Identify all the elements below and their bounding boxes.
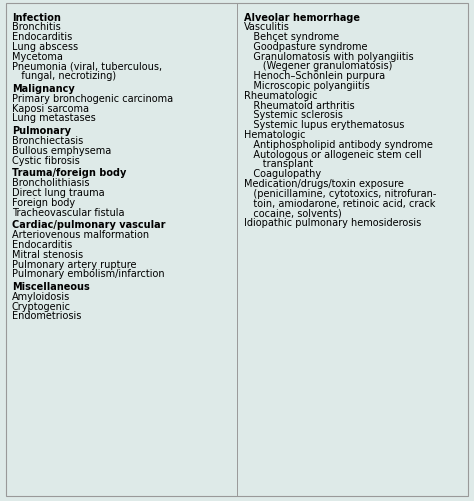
Text: transplant: transplant — [244, 159, 313, 169]
Text: Pneumonia (viral, tuberculous,: Pneumonia (viral, tuberculous, — [12, 61, 162, 71]
Text: Infection: Infection — [12, 13, 61, 23]
Text: Endometriosis: Endometriosis — [12, 311, 81, 321]
Text: Henoch–Schönlein purpura: Henoch–Schönlein purpura — [244, 71, 385, 81]
Text: Alveolar hemorrhage: Alveolar hemorrhage — [244, 13, 360, 23]
Text: Endocarditis: Endocarditis — [12, 32, 72, 42]
Text: (penicillamine, cytotoxics, nitrofuran-: (penicillamine, cytotoxics, nitrofuran- — [244, 188, 437, 198]
Text: Cryptogenic: Cryptogenic — [12, 301, 71, 311]
Text: Broncholithiasis: Broncholithiasis — [12, 178, 90, 188]
Text: Arteriovenous malformation: Arteriovenous malformation — [12, 229, 149, 239]
Text: Idiopathic pulmonary hemosiderosis: Idiopathic pulmonary hemosiderosis — [244, 217, 421, 227]
Text: Hematologic: Hematologic — [244, 130, 306, 140]
Text: Foreign body: Foreign body — [12, 197, 75, 207]
Text: Autologous or allogeneic stem cell: Autologous or allogeneic stem cell — [244, 149, 422, 159]
Text: Cystic fibrosis: Cystic fibrosis — [12, 155, 80, 165]
Text: Primary bronchogenic carcinoma: Primary bronchogenic carcinoma — [12, 94, 173, 104]
Text: Medication/drugs/toxin exposure: Medication/drugs/toxin exposure — [244, 178, 404, 188]
Text: Tracheovascular fistula: Tracheovascular fistula — [12, 207, 124, 217]
Text: Lung abscess: Lung abscess — [12, 42, 78, 52]
Text: Pulmonary: Pulmonary — [12, 126, 71, 136]
Text: Direct lung trauma: Direct lung trauma — [12, 187, 104, 197]
Text: Trauma/foreign body: Trauma/foreign body — [12, 168, 126, 178]
Text: Granulomatosis with polyangiitis: Granulomatosis with polyangiitis — [244, 52, 414, 62]
Text: Miscellaneous: Miscellaneous — [12, 282, 90, 292]
Text: Behçet syndrome: Behçet syndrome — [244, 32, 339, 42]
Text: Pulmonary embolism/infarction: Pulmonary embolism/infarction — [12, 269, 164, 279]
Text: fungal, necrotizing): fungal, necrotizing) — [12, 71, 116, 81]
Text: Endocarditis: Endocarditis — [12, 239, 72, 249]
Text: Mycetoma: Mycetoma — [12, 52, 63, 62]
Text: Rheumatologic: Rheumatologic — [244, 91, 318, 101]
Text: Bullous emphysema: Bullous emphysema — [12, 145, 111, 155]
Text: Cardiac/pulmonary vascular: Cardiac/pulmonary vascular — [12, 220, 165, 230]
Text: Amyloidosis: Amyloidosis — [12, 291, 70, 301]
Text: Pulmonary artery rupture: Pulmonary artery rupture — [12, 259, 137, 269]
Text: Systemic lupus erythematosus: Systemic lupus erythematosus — [244, 120, 404, 130]
Text: Malignancy: Malignancy — [12, 84, 74, 94]
Text: Mitral stenosis: Mitral stenosis — [12, 249, 83, 259]
FancyBboxPatch shape — [6, 4, 468, 496]
Text: Microscopic polyangiitis: Microscopic polyangiitis — [244, 81, 370, 91]
Text: Goodpasture syndrome: Goodpasture syndrome — [244, 42, 368, 52]
Text: toin, amiodarone, retinoic acid, crack: toin, amiodarone, retinoic acid, crack — [244, 198, 436, 208]
Text: Antiphospholipid antibody syndrome: Antiphospholipid antibody syndrome — [244, 139, 433, 149]
Text: cocaine, solvents): cocaine, solvents) — [244, 208, 342, 218]
Text: Kaposi sarcoma: Kaposi sarcoma — [12, 103, 89, 113]
Text: Coagulopathy: Coagulopathy — [244, 169, 321, 179]
Text: Systemic sclerosis: Systemic sclerosis — [244, 110, 343, 120]
Text: Bronchiectasis: Bronchiectasis — [12, 136, 83, 146]
Text: Bronchitis: Bronchitis — [12, 22, 61, 32]
Text: (Wegener granulomatosis): (Wegener granulomatosis) — [244, 61, 392, 71]
Text: Lung metastases: Lung metastases — [12, 113, 96, 123]
Text: Rheumatoid arthritis: Rheumatoid arthritis — [244, 100, 355, 110]
Text: Vasculitis: Vasculitis — [244, 22, 290, 32]
